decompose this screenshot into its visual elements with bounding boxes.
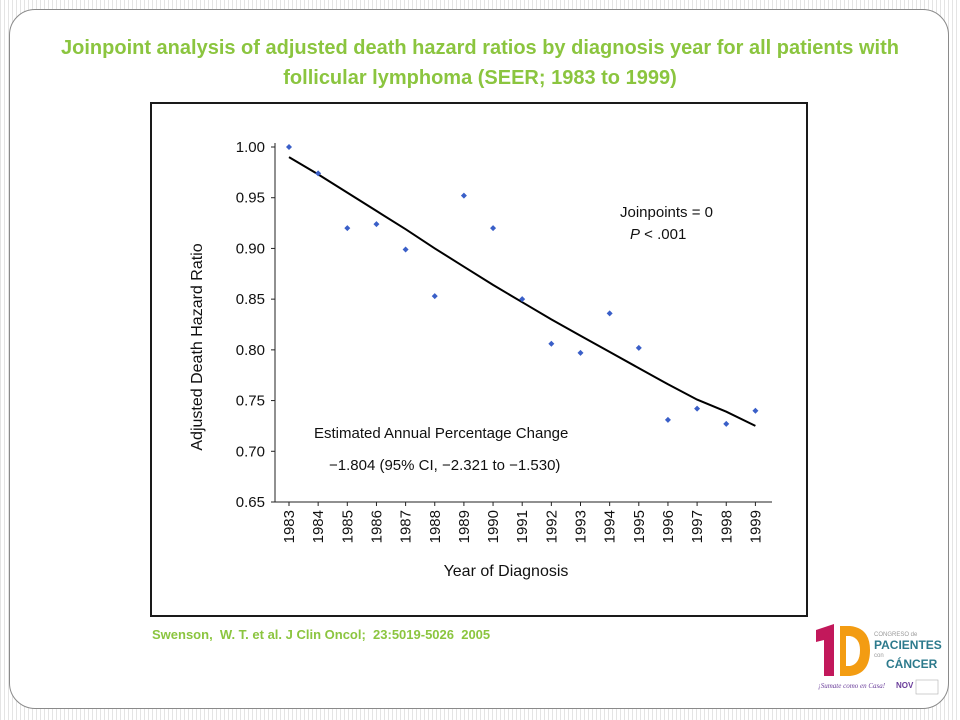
- trend-line-group: [288, 156, 756, 427]
- y-tick-label: 0.65: [236, 494, 265, 511]
- apc-value: −1.804 (95% CI, −2.321 to −1.530): [329, 457, 560, 474]
- slide-title: Joinpoint analysis of adjusted death haz…: [61, 37, 899, 89]
- y-tick-label: 0.85: [236, 291, 265, 308]
- y-tick-label: 0.80: [236, 342, 265, 359]
- data-point: [519, 296, 526, 303]
- data-point: [431, 293, 438, 300]
- x-tick-label: 1998: [718, 510, 735, 543]
- data-point: [315, 170, 322, 177]
- x-tick-label: 1987: [398, 510, 415, 543]
- x-tick-label: 1996: [660, 510, 677, 543]
- x-axis-title: Year of Diagnosis: [444, 563, 569, 580]
- x-tick-label: 1990: [485, 510, 502, 543]
- x-tick-label: 1984: [310, 510, 327, 543]
- logo-one-shape: [816, 624, 834, 676]
- x-tick-label: 1995: [631, 510, 648, 543]
- data-point: [548, 340, 555, 347]
- p-value-label: P < .001: [630, 226, 686, 243]
- joinpoints-label: Joinpoints = 0: [620, 204, 713, 221]
- citation: Swenson, W. T. et al. J Clin Oncol; 23:5…: [152, 627, 491, 642]
- x-tick-label: 1988: [427, 510, 444, 543]
- chart-figure: 0.65 0.70 0.75 0.80 0.85 0.90 0.95 1.00 1983 198…: [150, 102, 808, 617]
- data-point: [402, 246, 409, 253]
- apc-title: Estimated Annual Percentage Change: [314, 425, 568, 442]
- x-tick-label: 1991: [514, 510, 531, 543]
- data-point: [373, 221, 380, 228]
- x-tick-label: 1999: [747, 510, 764, 543]
- x-tick-label: 1989: [456, 510, 473, 543]
- logo-line1: CONGRESO de: [874, 632, 918, 638]
- y-tick-label: 1.00: [236, 139, 265, 156]
- y-tick-label: 0.70: [236, 443, 265, 460]
- data-point: [577, 349, 584, 356]
- data-points: [286, 144, 759, 427]
- y-tick-label: 0.90: [236, 240, 265, 257]
- x-tick-label: 1983: [281, 510, 298, 543]
- x-tick-label: 1997: [689, 510, 706, 543]
- x-tick-label: 1994: [602, 510, 619, 543]
- p-value: < .001: [640, 226, 686, 243]
- data-point: [460, 192, 467, 199]
- logo-line4: CÁNCER: [886, 656, 938, 671]
- data-point: [664, 416, 671, 423]
- data-point: [723, 420, 730, 427]
- p-symbol: P: [630, 226, 640, 243]
- trend-line: [288, 156, 756, 427]
- x-tick-label: 1992: [543, 510, 560, 543]
- data-point: [344, 225, 351, 232]
- x-ticks: 1983 1984 1985 1986 1987 1988 1989 1990 1991 1992…: [281, 502, 764, 543]
- x-tick-label: 1986: [368, 510, 385, 543]
- congreso-pacientes-logo: CONGRESO de PACIENTES con CÁNCER ¡Sumate…: [812, 622, 942, 700]
- data-point: [694, 405, 701, 412]
- logo-line2: PACIENTES: [874, 638, 942, 652]
- logo-line3: con: [874, 653, 884, 659]
- data-point: [606, 310, 613, 317]
- logo-badge: NOV: [896, 681, 914, 690]
- data-point: [286, 144, 292, 150]
- y-tick-label: 0.95: [236, 190, 265, 207]
- logo-tagline: ¡Sumate como en Casa!: [818, 682, 886, 690]
- data-point: [635, 344, 642, 351]
- y-ticks: 0.65 0.70 0.75 0.80 0.85 0.90 0.95 1.00: [236, 139, 275, 511]
- data-point: [752, 407, 759, 414]
- chart-axes: [274, 143, 772, 503]
- y-tick-label: 0.75: [236, 393, 265, 410]
- data-point: [490, 225, 497, 232]
- logo-info-box: [915, 679, 939, 695]
- y-axis-title: Adjusted Death Hazard Ratio: [189, 243, 206, 450]
- chart-svg: 0.650.700.750.800.850.900.951.00 1983 198…: [189, 139, 772, 580]
- x-tick-label: 1985: [339, 510, 356, 543]
- x-tick-label: 1993: [573, 510, 590, 543]
